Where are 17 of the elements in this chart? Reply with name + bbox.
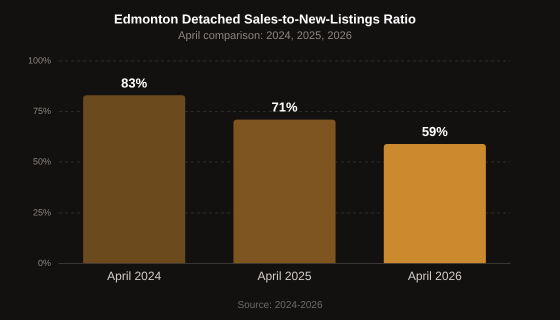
y-tick-label: 100%	[28, 55, 52, 66]
data-label: 83%	[121, 75, 148, 90]
x-tick-label: April 2024	[107, 269, 162, 284]
x-tick-label: April 2025	[257, 269, 312, 284]
y-tick-label: 50%	[33, 156, 52, 167]
y-tick-label: 75%	[33, 106, 52, 116]
bar	[83, 95, 186, 264]
chart-subtitle: April comparison: 2024, 2025, 2026	[178, 30, 352, 42]
y-tick-label: 0%	[38, 258, 52, 268]
bar	[384, 144, 486, 264]
source-note: Source: 2024-2026	[237, 300, 323, 311]
bar	[233, 120, 336, 264]
x-tick-label: April 2026	[408, 269, 462, 284]
data-label: 71%	[271, 100, 298, 115]
y-tick-label: 25%	[33, 207, 52, 218]
chart-title: Edmonton Detached Sales-to-New-Listings Ratio	[114, 11, 416, 26]
data-label: 59%	[422, 124, 448, 140]
